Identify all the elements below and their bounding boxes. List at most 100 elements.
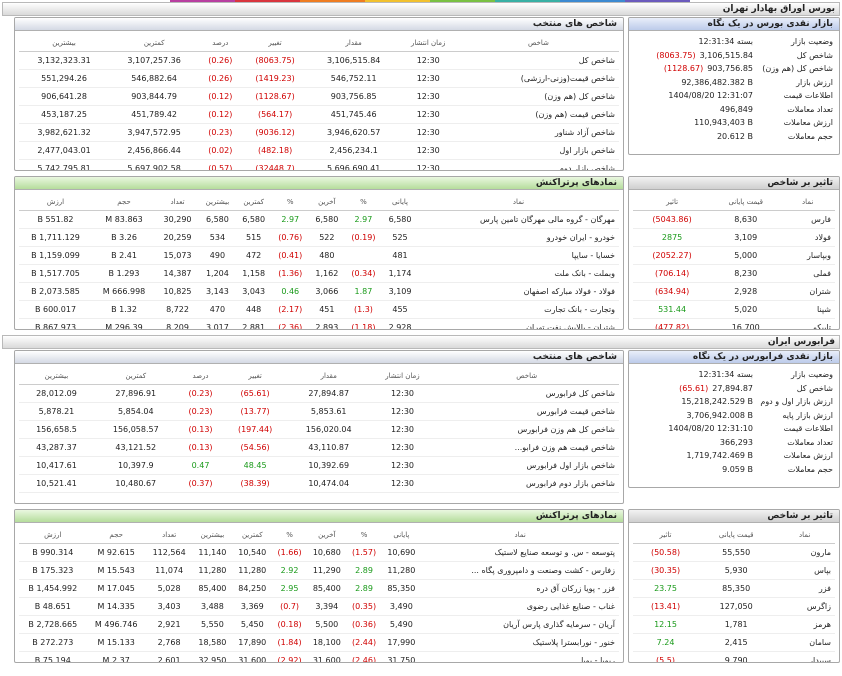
cell: 12:30 xyxy=(370,474,435,493)
cell: 12:30 xyxy=(370,420,435,439)
summary-row: ارزش بازار اول و دوم 15,218,242.529 B xyxy=(629,395,839,409)
cell: 3,106,515.84 xyxy=(308,51,399,70)
cell: 156,058.57 xyxy=(93,420,178,439)
table-row: فولاد - فولاد مبارکه اصفهان 3,109 1.87 3,06… xyxy=(19,282,619,301)
cell: وبپاسار xyxy=(780,246,835,265)
cell: 0.46 xyxy=(271,282,309,301)
cell: 522 xyxy=(308,228,345,247)
cell: 12:30 xyxy=(398,105,458,124)
cell: 10,540 xyxy=(232,543,273,562)
cell: 5,697,902.58 xyxy=(109,159,200,170)
panel-header: بازار نقدی فرابورس در یک نگاه xyxy=(629,351,839,364)
cell: شاخص کل هم وزن فرابورس xyxy=(434,420,619,439)
cell: 2,893 xyxy=(308,318,345,329)
table-row: خسایا - سایپا 481 480 (0.41) 472 490 15,073 2.4… xyxy=(19,246,619,265)
cell: 15,073 xyxy=(155,246,200,265)
cell: شاخص بازار اول فرابورس xyxy=(434,456,619,475)
column-header: حجم xyxy=(86,527,146,544)
summary-label: شاخص کل xyxy=(796,50,833,60)
top-row: بازار نقدی بورس در یک نگاه وضعیت بازار بست… xyxy=(0,17,842,171)
cell: (50.58) xyxy=(633,543,699,562)
summary-value: 15,218,242.529 B xyxy=(681,397,753,406)
exchange-title: فرابورس ایران xyxy=(2,335,840,349)
cell: 10,392.69 xyxy=(286,456,371,475)
table-row: وتجارت - بانک تجارت 455 (1.3) 451 (2.17) 448 4… xyxy=(19,300,619,319)
summary-label: اطلاعات قیمت xyxy=(783,424,833,433)
table-row: هرمز 1,781 12.15 xyxy=(633,615,835,634)
cell: 7.24 xyxy=(633,633,699,652)
cell: (1.57) xyxy=(346,543,382,562)
table-head: شاخص زمان انتشار مقدار تغییر درصد کمترین بیشتر… xyxy=(19,35,619,52)
cell: 481 xyxy=(382,246,418,265)
cell: (54.56) xyxy=(223,438,287,457)
column-header: % xyxy=(271,194,309,211)
cell: 2,921 xyxy=(145,615,193,634)
cell: (0.26) xyxy=(199,69,242,88)
summary-value: 1404/08/20 12:31:07 xyxy=(668,91,753,100)
table-row: سامان 2,415 7.24 xyxy=(633,633,835,652)
cell: (8063.75) xyxy=(241,51,309,70)
cell: 85,400 xyxy=(306,579,347,598)
cell: (13.77) xyxy=(223,402,287,421)
column-header: بیشترین xyxy=(199,194,236,211)
table-row: مارون 55,550 (50.58) xyxy=(633,543,835,562)
cell: 1,517.705 B xyxy=(19,264,93,283)
cell: (634.94) xyxy=(633,282,712,301)
cell: 3,043 xyxy=(235,282,272,301)
cell: 30,290 xyxy=(155,210,200,229)
cell: 1,781 xyxy=(698,615,775,634)
cell: شاخص بازار اول xyxy=(457,141,619,160)
cell: (2.36) xyxy=(271,318,309,329)
table-row: غناب - صنایع غذایی رضوی 3,490 (0.35) 3,394(… xyxy=(19,597,619,616)
column-header: نماد xyxy=(780,194,835,211)
summary-row: شاخص کل 3,106,515.84 (8063.75) xyxy=(629,49,839,63)
cell: 85,350 xyxy=(698,579,775,598)
cell: هرمز xyxy=(774,615,835,634)
table-row: مهرگان - گروه مالی مهرگان تامین پارس 6,58… xyxy=(19,210,619,229)
cell: 906,641.28 xyxy=(19,87,110,106)
cell: (2.92) xyxy=(272,651,307,662)
impact-panel: تاثیر بر شاخص نماد قیمت پایانی تاثیر فارس 8,6… xyxy=(628,176,840,330)
cell: 10,480.67 xyxy=(93,474,178,493)
cell: 5,742,795.81 xyxy=(19,159,110,170)
summary-value: 110,943,403 B xyxy=(694,118,753,127)
column-header: پایانی xyxy=(382,194,418,211)
cell: 3,403 xyxy=(145,597,193,616)
table-row: شتران 2,928 (634.94) xyxy=(633,282,835,301)
summary-value: 366,293 xyxy=(719,437,753,447)
table-row: شاخص قیمت فرابورس 12:30 5,853.61 (13.77) (0.… xyxy=(19,402,619,421)
column-header: قیمت پایانی xyxy=(698,527,775,544)
column-header: مقدار xyxy=(286,368,371,385)
summary-value: 92,386,482.382 B xyxy=(681,77,753,87)
table-row: شاخص قیمت (هم وزن) 12:30 451,745.46 (564.17… xyxy=(19,105,619,124)
cell: 28,012.09 xyxy=(19,384,94,403)
cell: شاخص قیمت فرابورس xyxy=(434,402,619,421)
header-row: شاخص زمان انتشار مقدار تغییر درصد کمترین بیشتر… xyxy=(19,368,619,385)
cell: 2,881 xyxy=(235,318,272,329)
cell: 2,415 xyxy=(698,633,775,652)
table-body: مهرگان - گروه مالی مهرگان تامین پارس 6,58… xyxy=(19,210,619,329)
cell: (1419.23) xyxy=(241,69,309,88)
panel-header: نمادهای پرتراکنش xyxy=(15,177,623,190)
cell: 12:30 xyxy=(398,159,458,170)
cell: زاگرس xyxy=(774,597,835,616)
cell: (2.46) xyxy=(346,651,382,662)
header-row: شاخص زمان انتشار مقدار تغییر درصد کمترین بیشتر… xyxy=(19,35,619,52)
cell: 43,287.37 xyxy=(19,438,94,457)
table-row: شاخص بازار دوم فرابورس 12:30 10,474.04 (38.… xyxy=(19,474,619,493)
cell: 31,750 xyxy=(381,651,422,662)
summary-label: ارزش بازار xyxy=(796,77,833,87)
data-table: نماد قیمت پایانی تاثیر فارس 8,630 (5043.86) فو… xyxy=(633,194,835,329)
cell: (482.18) xyxy=(241,141,309,160)
column-header: % xyxy=(346,527,382,544)
cell: 18,100 xyxy=(306,633,347,652)
table-head: نماد قیمت پایانی تاثیر xyxy=(633,194,835,211)
cell: 10,397.9 xyxy=(93,456,178,475)
cell: 448 xyxy=(235,300,272,319)
impact-panel: تاثیر بر شاخص نماد قیمت پایانی تاثیر مارون 55… xyxy=(628,509,840,663)
table-row: شپنا 5,020 531.44 xyxy=(633,300,835,319)
cell: (0.7) xyxy=(272,597,307,616)
panel-header: تاثیر بر شاخص xyxy=(629,177,839,190)
